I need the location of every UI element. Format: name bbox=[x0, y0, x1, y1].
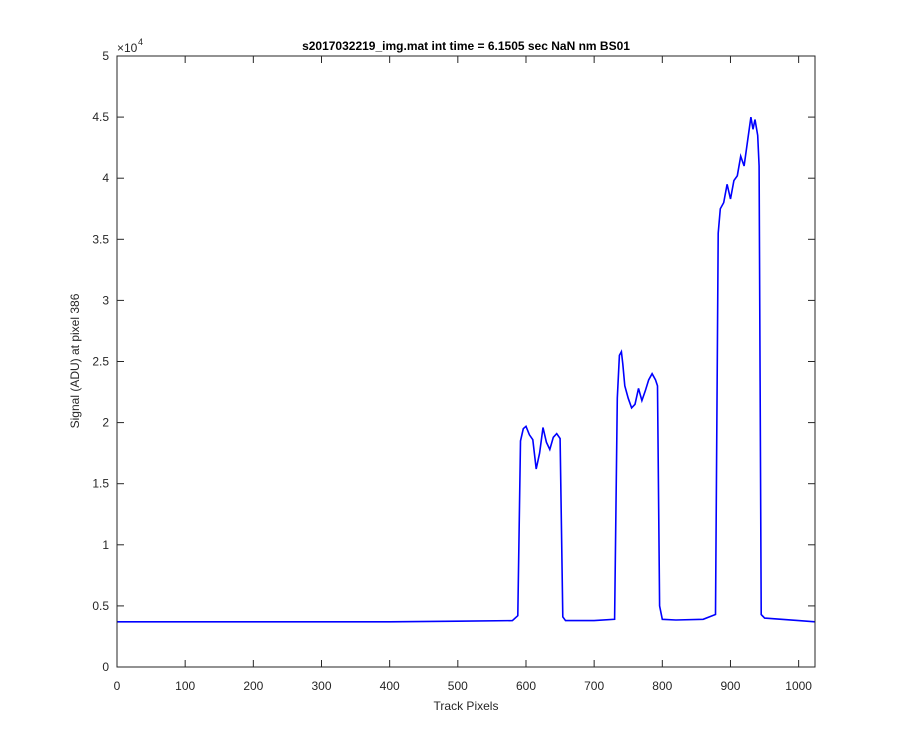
y-tick-label: 4.5 bbox=[92, 110, 109, 124]
x-tick-label: 1000 bbox=[785, 679, 812, 693]
y-exponent-base: ×10 bbox=[117, 41, 138, 55]
x-tick-label: 200 bbox=[243, 679, 263, 693]
plot-frame bbox=[116, 55, 816, 668]
x-tick-label: 400 bbox=[380, 679, 400, 693]
x-tick-label: 800 bbox=[652, 679, 672, 693]
x-tick-label: 500 bbox=[448, 679, 468, 693]
x-tick-label: 600 bbox=[516, 679, 536, 693]
y-exponent-power: 4 bbox=[138, 37, 143, 47]
x-tick-label: 900 bbox=[720, 679, 740, 693]
y-tick-label: 0 bbox=[102, 660, 109, 674]
y-tick-label: 3.5 bbox=[92, 232, 109, 246]
y-tick-label: 3 bbox=[102, 293, 109, 307]
y-tick-label: 0.5 bbox=[92, 599, 109, 613]
y-tick-label: 2.5 bbox=[92, 355, 109, 369]
y-tick-label: 2 bbox=[102, 416, 109, 430]
x-tick-label: 300 bbox=[311, 679, 331, 693]
y-exponent-label: ×10 4 bbox=[117, 37, 143, 55]
y-tick-label: 1 bbox=[102, 538, 109, 552]
x-axis-label: Track Pixels bbox=[434, 699, 499, 713]
y-tick-label: 4 bbox=[102, 171, 109, 185]
y-tick-label: 5 bbox=[102, 49, 109, 63]
signal-line bbox=[117, 116, 816, 623]
x-tick-label: 0 bbox=[114, 679, 121, 693]
y-axis-label: Signal (ADU) at pixel 386 bbox=[68, 293, 82, 428]
tick-labels: 0 100 200 300 400 500 600 700 800 900 1000 0 0.5 1 1.5… bbox=[92, 49, 812, 693]
x-tick-label: 100 bbox=[175, 679, 195, 693]
x-tick-label: 700 bbox=[584, 679, 604, 693]
chart-title: s2017032219_img.mat int time = 6.1505 se… bbox=[302, 39, 630, 53]
y-tick-label: 1.5 bbox=[92, 477, 109, 491]
plot-area bbox=[117, 56, 815, 667]
